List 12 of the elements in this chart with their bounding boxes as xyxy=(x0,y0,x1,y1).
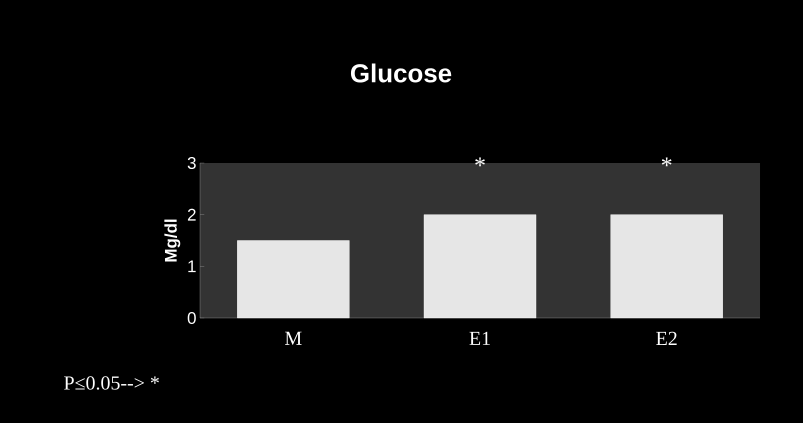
annotation: * xyxy=(475,157,485,166)
y-tick-label: 0 xyxy=(188,312,196,324)
x-tick-label: E1 xyxy=(470,332,490,345)
y-tick-label: 1 xyxy=(188,260,196,272)
x-tick-label: M xyxy=(285,332,302,345)
y-tick-label: 3 xyxy=(188,157,196,169)
text: P≤0.05--> * xyxy=(64,376,159,390)
annotation: * xyxy=(662,157,672,166)
chart-title: Glucose xyxy=(350,63,452,83)
y-tick-label: 2 xyxy=(188,208,196,221)
x-tick-label: E2 xyxy=(656,332,677,345)
y-axis-title: Mg/dl xyxy=(164,220,180,262)
